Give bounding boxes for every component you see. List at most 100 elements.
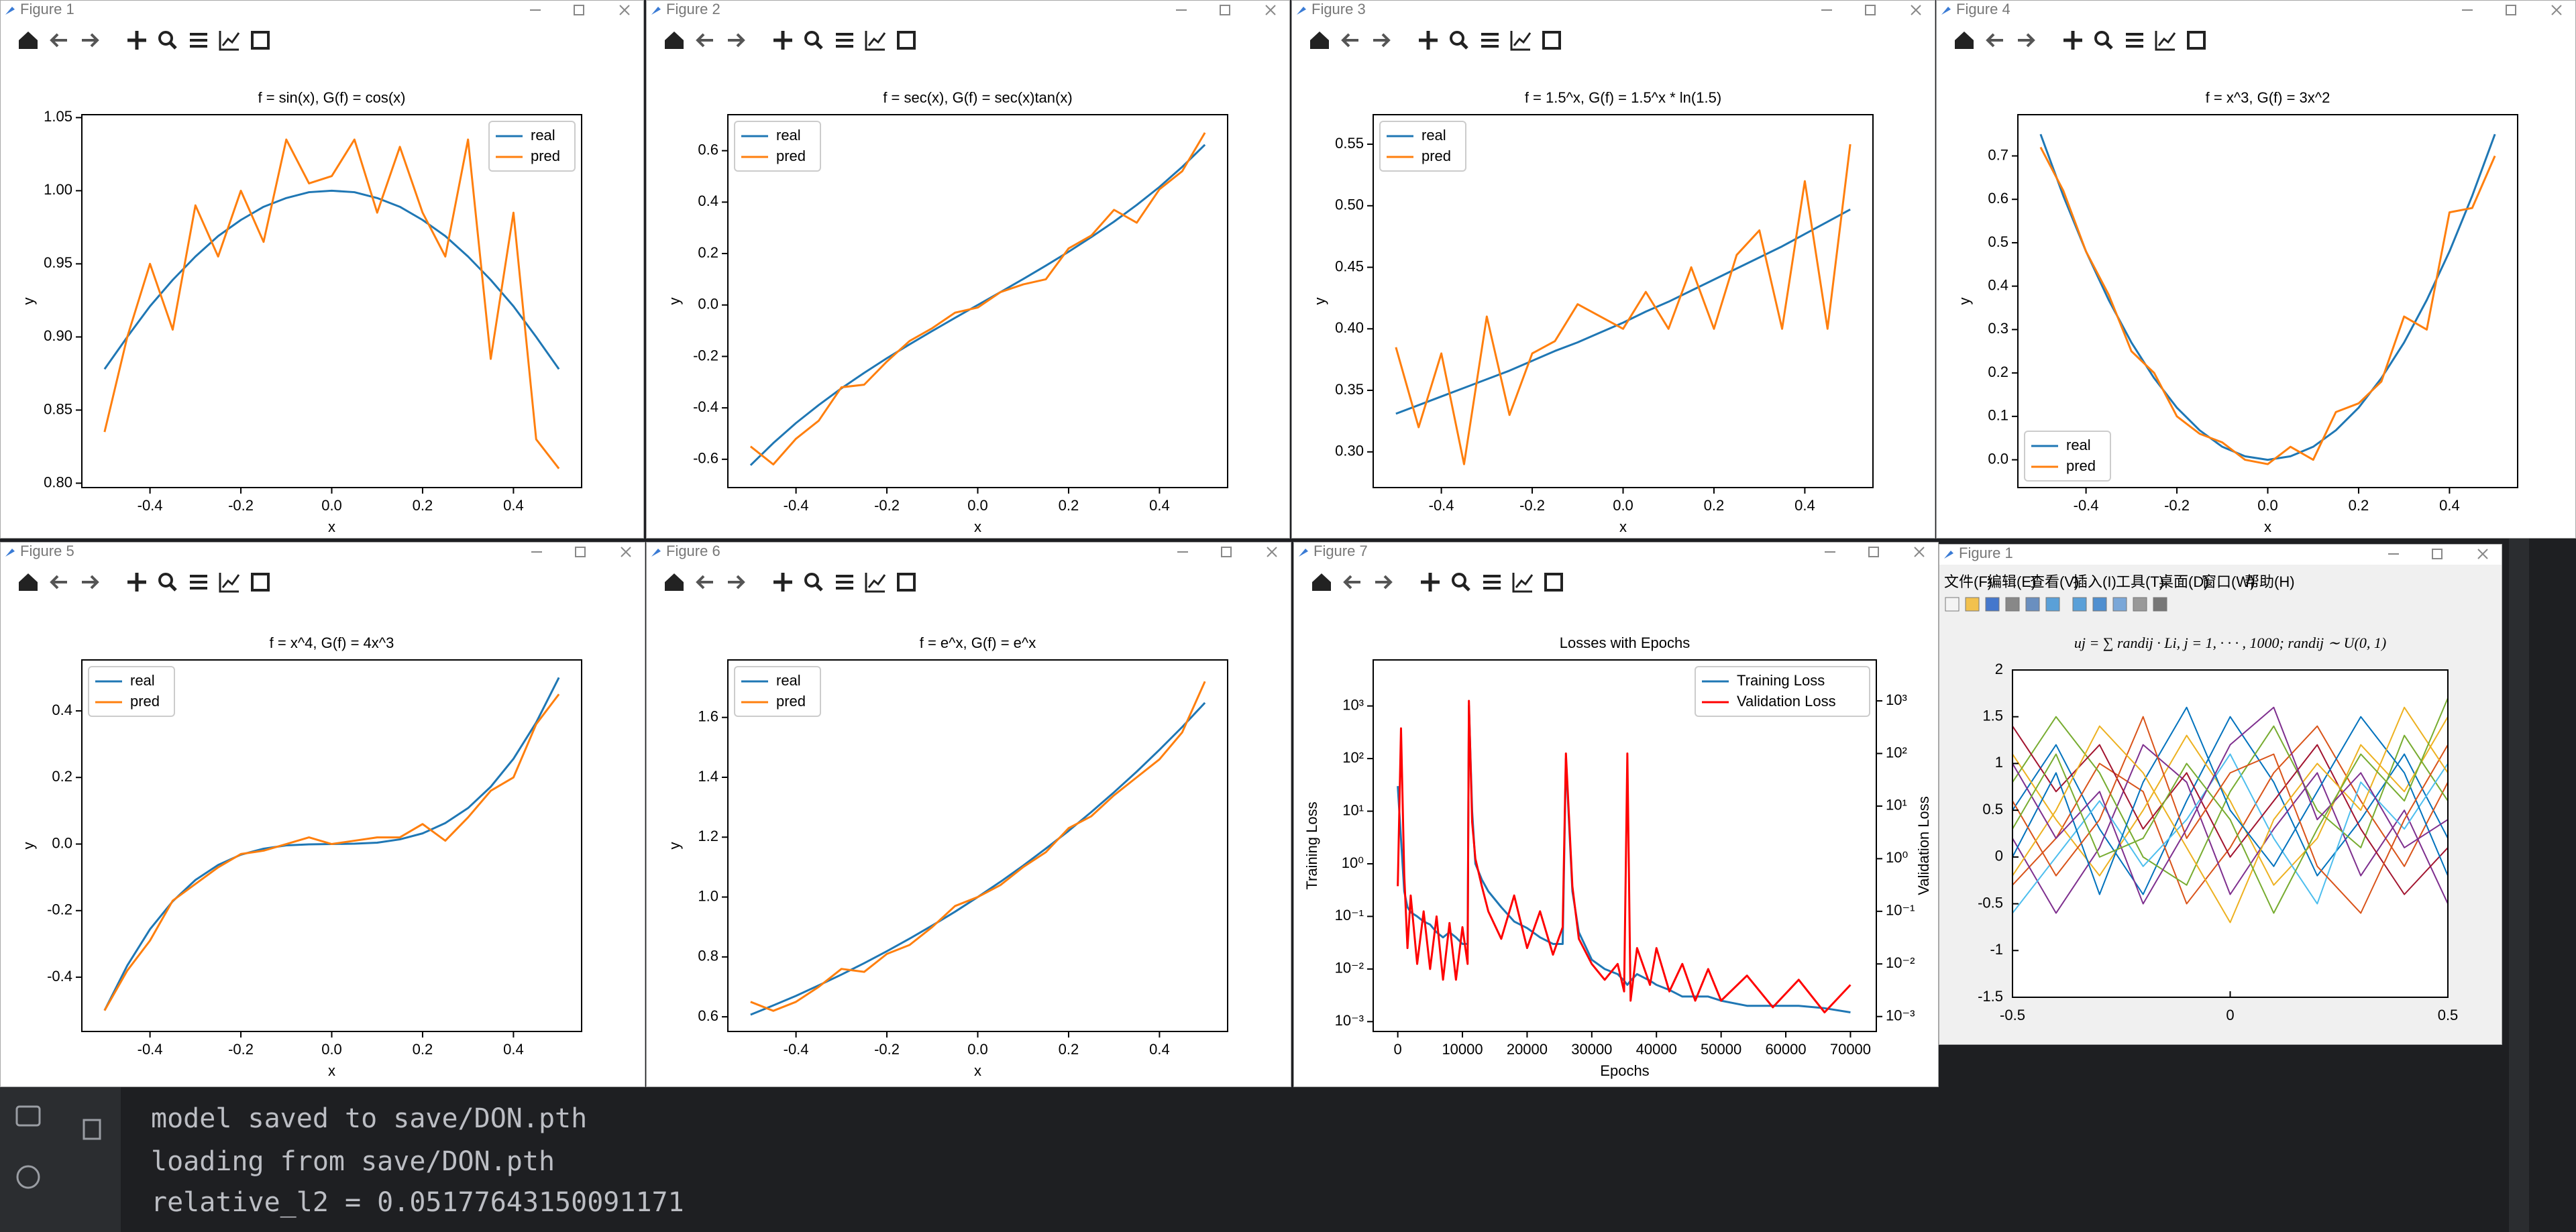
menu-item[interactable]: 文件(F)	[1944, 573, 1992, 590]
close-button[interactable]	[1911, 5, 1921, 15]
toolbar-pan[interactable]	[127, 31, 146, 50]
toolbar-pan[interactable]	[2063, 31, 2082, 50]
toolbar-zoom[interactable]	[1452, 573, 1470, 592]
menu-item[interactable]: 插入(I)	[2073, 573, 2116, 590]
menu-item[interactable]: 工具(T)	[2116, 573, 2164, 590]
terminal-icon[interactable]	[15, 1105, 41, 1127]
toolbar-edit-axes[interactable]	[1510, 31, 1532, 51]
toolbar-home[interactable]	[1310, 32, 1329, 49]
close-button[interactable]	[1914, 547, 1925, 557]
toolbar-button[interactable]	[1985, 597, 2000, 612]
toolbar-forward[interactable]	[728, 33, 745, 48]
toolbar-back[interactable]	[1343, 575, 1360, 590]
menu-item[interactable]: 编辑(E)	[1987, 573, 2036, 590]
toolbar-configure[interactable]	[836, 575, 853, 590]
toolbar-pan[interactable]	[773, 573, 792, 592]
y-tick-label: 0.80	[44, 473, 72, 490]
toolbar-configure[interactable]	[2126, 33, 2143, 48]
toolbar-configure[interactable]	[1483, 575, 1501, 590]
toolbar-button[interactable]	[2072, 597, 2087, 612]
menu-item[interactable]: 帮助(H)	[2245, 573, 2295, 590]
toolbar-forward[interactable]	[1375, 575, 1393, 590]
maximize-button[interactable]	[1220, 5, 1230, 15]
toolbar-pan[interactable]	[773, 31, 792, 50]
toolbar-save[interactable]	[1544, 573, 1563, 592]
toolbar-edit-axes[interactable]	[219, 573, 240, 593]
toolbar-button[interactable]	[2092, 597, 2107, 612]
close-button[interactable]	[2477, 549, 2488, 559]
toolbar-edit-axes[interactable]	[2155, 31, 2176, 51]
toolbar-configure[interactable]	[190, 33, 207, 48]
toolbar-save[interactable]	[1542, 31, 1561, 50]
toolbar-zoom[interactable]	[804, 573, 823, 592]
toolbar-edit-axes[interactable]	[865, 31, 886, 51]
toolbar-pan[interactable]	[1421, 573, 1440, 592]
toolbar-back[interactable]	[50, 33, 67, 48]
maximize-button[interactable]	[1865, 5, 1876, 15]
toolbar-button[interactable]	[2025, 597, 2040, 612]
legend-box	[488, 121, 576, 172]
toolbar-pan[interactable]	[1419, 31, 1438, 50]
close-button[interactable]	[1265, 5, 1276, 15]
toolbar-edit-axes[interactable]	[865, 573, 886, 593]
toolbar-configure[interactable]	[1481, 33, 1499, 48]
toolbar-save[interactable]	[2187, 31, 2206, 50]
toolbar-home[interactable]	[19, 573, 38, 591]
toolbar-button[interactable]	[2005, 597, 2020, 612]
toolbar-back[interactable]	[696, 575, 713, 590]
toolbar-edit-axes[interactable]	[219, 31, 240, 51]
toolbar-zoom[interactable]	[158, 573, 177, 592]
maximize-button[interactable]	[2506, 5, 2516, 15]
toolbar-zoom[interactable]	[1450, 31, 1468, 50]
toolbar-save[interactable]	[251, 573, 270, 592]
close-button[interactable]	[1267, 547, 1277, 557]
toolbar-configure[interactable]	[190, 575, 207, 590]
menu-item[interactable]: 桌面(D)	[2159, 573, 2209, 590]
toolbar-home[interactable]	[1955, 32, 1974, 49]
close-button[interactable]	[621, 547, 631, 557]
menu-item[interactable]: 查看(V)	[2030, 573, 2079, 590]
app-icon	[5, 7, 15, 15]
toolbar-forward[interactable]	[82, 575, 99, 590]
toolbar-zoom[interactable]	[2094, 31, 2113, 50]
toolbar-configure[interactable]	[836, 33, 853, 48]
x-tick-label: 0.2	[413, 497, 433, 514]
toolbar-save[interactable]	[897, 31, 916, 50]
toolbar-back[interactable]	[1986, 33, 2003, 48]
toolbar-forward[interactable]	[1373, 33, 1391, 48]
icon	[1544, 573, 1563, 592]
toolbar-edit-axes[interactable]	[1512, 573, 1534, 593]
problems-icon[interactable]	[16, 1165, 40, 1189]
toolbar-save[interactable]	[897, 573, 916, 592]
toolbar-button[interactable]	[1965, 597, 1980, 612]
toolbar-button[interactable]	[2045, 597, 2060, 612]
toolbar-home[interactable]	[19, 32, 38, 49]
toolbar-zoom[interactable]	[158, 31, 177, 50]
toolbar-button[interactable]	[2153, 597, 2167, 612]
maximize-button[interactable]	[1221, 547, 1232, 557]
toolbar-home[interactable]	[1312, 573, 1331, 591]
maximize-button[interactable]	[574, 5, 584, 15]
trash-icon[interactable]	[83, 1119, 101, 1140]
toolbar-home[interactable]	[665, 573, 684, 591]
toolbar-button[interactable]	[2112, 597, 2127, 612]
maximize-button[interactable]	[2432, 549, 2443, 559]
toolbar-zoom[interactable]	[804, 31, 823, 50]
toolbar-forward[interactable]	[2018, 33, 2035, 48]
toolbar-back[interactable]	[696, 33, 713, 48]
menu-item[interactable]: 窗口(W)	[2202, 573, 2255, 590]
close-button[interactable]	[2551, 5, 2562, 15]
toolbar-home[interactable]	[665, 32, 684, 49]
toolbar-forward[interactable]	[728, 575, 745, 590]
maximize-button[interactable]	[1868, 547, 1879, 557]
toolbar-button[interactable]	[1945, 597, 1960, 612]
toolbar-pan[interactable]	[127, 573, 146, 592]
toolbar-button[interactable]	[2133, 597, 2147, 612]
scrollbar[interactable]	[2509, 537, 2529, 1232]
close-button[interactable]	[619, 5, 630, 15]
maximize-button[interactable]	[575, 547, 586, 557]
toolbar-save[interactable]	[251, 31, 270, 50]
toolbar-forward[interactable]	[82, 33, 99, 48]
toolbar-back[interactable]	[1341, 33, 1358, 48]
toolbar-back[interactable]	[50, 575, 67, 590]
